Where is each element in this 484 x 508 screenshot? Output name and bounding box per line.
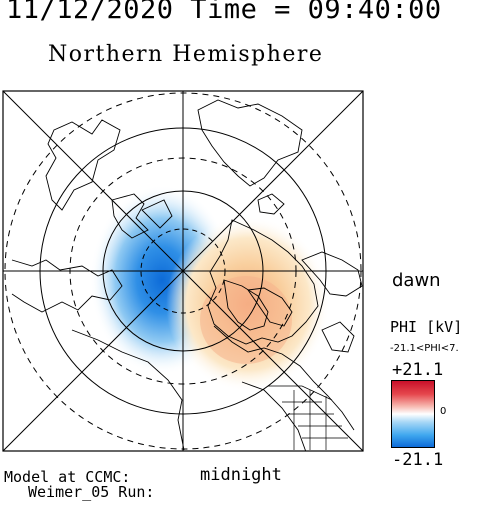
- midnight-label: midnight: [200, 465, 282, 485]
- timestamp: 11/12/2020 Time = 09:40:00: [6, 0, 442, 25]
- colorbar: [391, 380, 435, 448]
- run-label: Weimer_05 Run:: [28, 483, 155, 501]
- colorbar-min-label: -21.1: [392, 450, 444, 470]
- dawn-label: dawn: [392, 270, 441, 291]
- model-label: Model at CCMC:: [4, 468, 131, 486]
- hemisphere-title: Northern Hemisphere: [48, 42, 324, 67]
- coastlines: [11, 99, 363, 451]
- colorbar-max-label: +21.1: [392, 360, 444, 380]
- colorbar-range: -21.1<PHI<7.: [390, 343, 459, 354]
- polar-map: [2, 90, 364, 452]
- colorbar-zero-label: 0: [440, 406, 447, 417]
- colorbar-title: PHI [kV]: [390, 318, 463, 336]
